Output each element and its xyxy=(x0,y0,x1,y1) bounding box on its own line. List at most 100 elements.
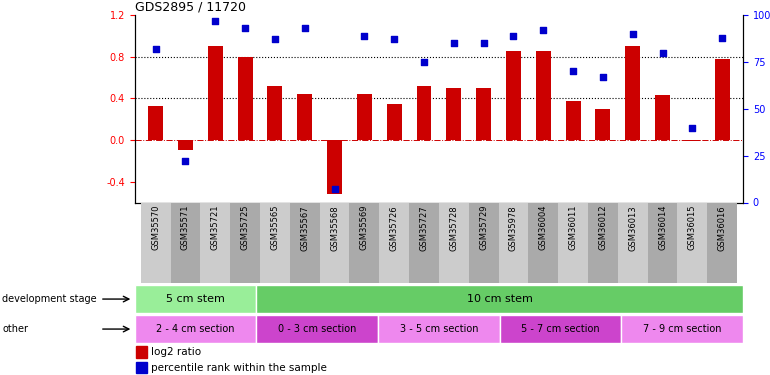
Bar xyxy=(715,59,730,140)
Bar xyxy=(290,202,320,283)
Point xyxy=(686,124,698,130)
Text: development stage: development stage xyxy=(2,294,97,304)
Bar xyxy=(260,202,290,283)
Bar xyxy=(447,88,461,140)
Text: GSM35725: GSM35725 xyxy=(240,205,249,251)
Bar xyxy=(500,315,621,343)
Point xyxy=(537,27,550,33)
Text: GSM36014: GSM36014 xyxy=(658,205,667,251)
Bar xyxy=(136,346,147,358)
Text: 0 - 3 cm section: 0 - 3 cm section xyxy=(278,324,357,334)
Bar xyxy=(625,46,640,140)
Bar xyxy=(320,202,350,283)
Text: GSM35571: GSM35571 xyxy=(181,205,190,251)
Bar xyxy=(200,202,230,283)
Text: GSM36011: GSM36011 xyxy=(568,205,578,251)
Bar xyxy=(135,285,256,313)
Bar xyxy=(469,202,498,283)
Point xyxy=(567,68,579,74)
Bar xyxy=(439,202,469,283)
Bar xyxy=(476,88,491,140)
Bar xyxy=(678,202,708,283)
Bar xyxy=(297,94,312,140)
Bar xyxy=(498,202,528,283)
Text: GSM36004: GSM36004 xyxy=(539,205,547,251)
Bar xyxy=(256,315,378,343)
Point xyxy=(716,34,728,40)
Point xyxy=(597,74,609,80)
Bar xyxy=(621,315,743,343)
Text: GSM35567: GSM35567 xyxy=(300,205,310,251)
Text: other: other xyxy=(2,324,28,334)
Bar xyxy=(558,202,588,283)
Text: GSM35570: GSM35570 xyxy=(151,205,160,251)
Bar xyxy=(378,315,500,343)
Bar xyxy=(327,140,342,194)
Text: GSM36012: GSM36012 xyxy=(598,205,608,251)
Bar xyxy=(655,95,670,140)
Bar xyxy=(148,106,163,140)
Text: GSM36015: GSM36015 xyxy=(688,205,697,251)
Text: GSM35728: GSM35728 xyxy=(450,205,458,251)
Bar xyxy=(380,202,409,283)
Text: percentile rank within the sample: percentile rank within the sample xyxy=(151,363,327,373)
Bar xyxy=(230,202,260,283)
Text: log2 ratio: log2 ratio xyxy=(151,347,201,357)
Point xyxy=(447,40,460,46)
Text: GSM35729: GSM35729 xyxy=(479,205,488,251)
Text: 5 cm stem: 5 cm stem xyxy=(166,294,225,304)
Text: GSM36016: GSM36016 xyxy=(718,205,727,251)
Point xyxy=(418,59,430,65)
Point xyxy=(627,31,639,37)
Text: GSM35727: GSM35727 xyxy=(420,205,428,251)
Bar xyxy=(708,202,737,283)
Bar xyxy=(595,109,611,140)
Bar xyxy=(417,86,431,140)
Bar xyxy=(136,362,147,374)
Bar xyxy=(528,202,558,283)
Bar xyxy=(350,202,380,283)
Point xyxy=(328,186,340,192)
Bar xyxy=(648,202,678,283)
Text: GSM35569: GSM35569 xyxy=(360,205,369,251)
Text: 2 - 4 cm section: 2 - 4 cm section xyxy=(156,324,235,334)
Point xyxy=(269,36,281,42)
Text: 3 - 5 cm section: 3 - 5 cm section xyxy=(400,324,478,334)
Bar xyxy=(357,94,372,140)
Text: GSM35726: GSM35726 xyxy=(390,205,399,251)
Point xyxy=(179,158,192,164)
Bar xyxy=(267,86,283,140)
Point xyxy=(239,25,251,31)
Bar xyxy=(141,202,170,283)
Text: 7 - 9 cm section: 7 - 9 cm section xyxy=(643,324,721,334)
Text: GSM36013: GSM36013 xyxy=(628,205,638,251)
Point xyxy=(388,36,400,42)
Bar xyxy=(135,315,256,343)
Point xyxy=(299,25,311,31)
Text: GSM35721: GSM35721 xyxy=(211,205,219,251)
Bar xyxy=(618,202,648,283)
Point xyxy=(209,18,222,24)
Bar xyxy=(387,104,402,140)
Point xyxy=(358,33,370,39)
Point xyxy=(656,50,668,55)
Bar xyxy=(170,202,200,283)
Text: GDS2895 / 11720: GDS2895 / 11720 xyxy=(135,1,246,14)
Text: GSM35565: GSM35565 xyxy=(270,205,280,251)
Text: GSM35568: GSM35568 xyxy=(330,205,339,251)
Bar xyxy=(208,46,223,140)
Bar xyxy=(238,57,253,140)
Bar xyxy=(506,51,521,140)
Bar xyxy=(178,140,193,150)
Point xyxy=(477,40,490,46)
Bar xyxy=(588,202,618,283)
Bar xyxy=(685,140,700,141)
Bar xyxy=(409,202,439,283)
Text: 5 - 7 cm section: 5 - 7 cm section xyxy=(521,324,600,334)
Bar xyxy=(536,51,551,140)
Point xyxy=(507,33,520,39)
Text: 10 cm stem: 10 cm stem xyxy=(467,294,533,304)
Text: GSM35978: GSM35978 xyxy=(509,205,518,251)
Bar xyxy=(566,102,581,140)
Point xyxy=(149,46,162,52)
